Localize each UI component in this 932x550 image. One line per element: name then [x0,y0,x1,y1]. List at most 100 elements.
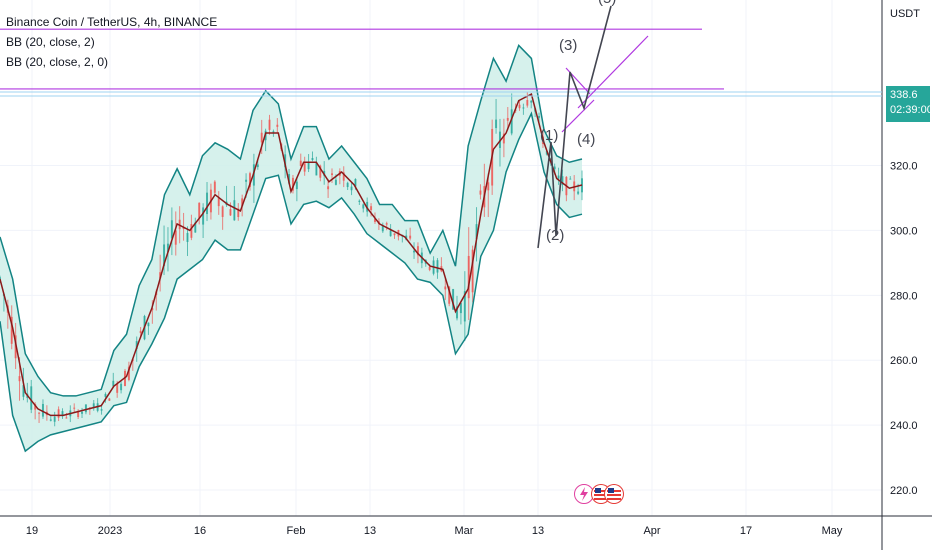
candle-body [190,223,193,238]
channel-line-lower [561,99,595,133]
candle-body [92,403,95,409]
candle-body [459,302,462,314]
candle-body [116,383,119,393]
price-tick-label: 320.0 [890,161,918,173]
us-calendar-icon[interactable] [604,484,624,504]
candle-body [61,411,64,417]
candle-body [147,322,150,327]
candle-body [495,119,498,129]
candle-body [256,164,259,168]
currency-label[interactable]: USDT [890,8,920,20]
candle-body [456,306,459,319]
indicator-bb-1[interactable]: BB (20, close, 2) [6,35,95,49]
candle-body [272,131,275,133]
candle-body [475,224,478,239]
candle-body [350,186,353,191]
candle-body [381,225,384,232]
candle-body [467,255,470,299]
candle-body [174,230,177,245]
time-tick-label: May [822,525,843,537]
candle-body [221,206,224,217]
candle-body [358,200,361,202]
time-tick-label: 19 [26,525,38,537]
price-tick-label: 220.0 [890,485,918,497]
bar-countdown: 02:39:00 [890,104,932,116]
candle-body [22,385,25,397]
candle-body [416,246,419,256]
candle-body [84,404,87,413]
candle-body [428,266,431,270]
price-tick-label: 240.0 [890,420,918,432]
candle-body [49,419,52,421]
candle-body [557,175,560,179]
candle-body [213,181,216,193]
candle-body [385,223,388,225]
candle-body [342,172,345,181]
candle-body [159,272,162,279]
time-tick-label: Apr [643,525,660,537]
candle-body [233,200,236,221]
candle-body [291,177,294,191]
candle-body [229,209,232,216]
candle-body [299,160,302,166]
candle-body [10,316,13,344]
candle-body [65,417,68,419]
time-tick-label: 2023 [98,525,122,537]
elliott-wave-path [537,5,612,249]
candle-body [409,235,412,239]
time-tick-label: 17 [740,525,752,537]
price-tick-label: 300.0 [890,225,918,237]
candle-body [268,119,271,130]
time-tick-label: 16 [194,525,206,537]
candle-body [518,104,521,109]
candle-body [295,181,298,190]
candle-body [288,174,291,184]
candle-body [194,222,197,233]
candle-body [331,173,334,176]
candle-body [522,107,525,109]
candle-body [362,204,365,209]
candle-body [73,407,76,409]
candle-body [53,416,56,422]
candle-body [245,179,248,182]
candle-body [151,308,154,311]
candle-body [436,260,439,273]
candle-body [81,411,84,414]
candle-body [237,208,240,218]
candle-body [303,163,306,172]
candle-body [135,341,138,350]
candle-body [260,132,263,143]
candle-body [561,176,564,185]
candle-body [284,154,287,168]
time-tick-label: Mar [455,525,474,537]
candle-body [526,99,529,106]
candle-body [569,178,572,180]
candle-body [327,186,330,190]
candle-body [104,393,107,397]
candle-body [163,244,166,267]
candle-body [471,249,474,293]
candle-body [319,165,322,178]
bb-lower-line [0,111,583,453]
indicator-bb-2[interactable]: BB (20, close, 2, 0) [6,55,109,69]
price-tick-label: 260.0 [890,355,918,367]
symbol-title[interactable]: Binance Coin / TetherUS, 4h, BINANCE [6,15,218,29]
candle-body [444,286,447,290]
candle-body [166,243,169,253]
candle-body [346,182,349,188]
wave-label-3: (3) [559,37,577,54]
candle-body [393,233,396,236]
candle-body [553,166,556,170]
candle-body [248,173,251,187]
candle-body [315,162,318,176]
wave-label-4: (4) [577,131,595,148]
candle-body [100,409,103,411]
current-price: 338.6 [890,89,918,101]
candle-body [506,117,509,121]
candle-body [334,179,337,185]
wave-label-2: (2) [546,227,564,244]
candle-body [538,115,541,118]
candle-body [30,386,33,410]
